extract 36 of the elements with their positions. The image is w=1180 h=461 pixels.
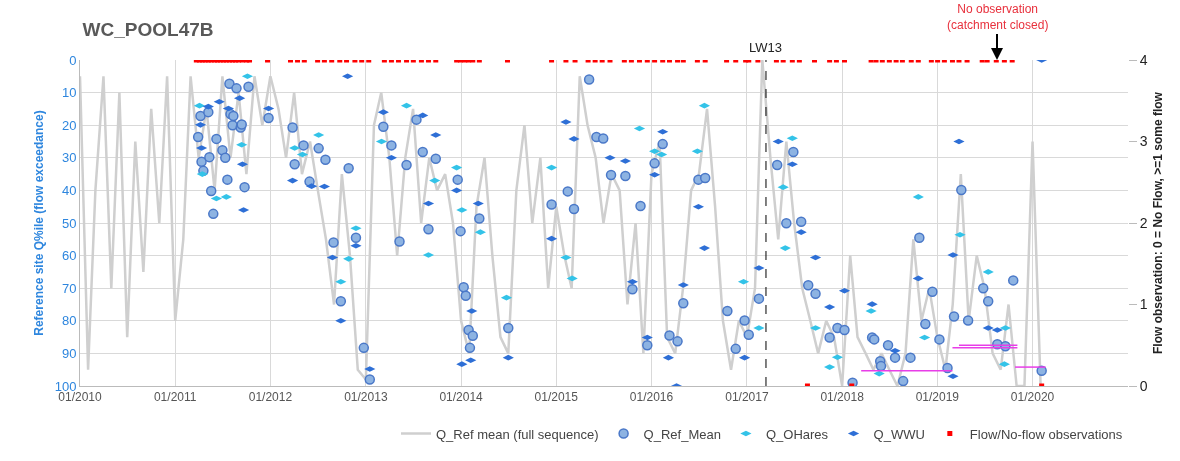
x-tick-label: 01/2011 xyxy=(153,390,197,405)
x-tick-label: 01/2017 xyxy=(725,390,769,405)
x-tick-label: 01/2013 xyxy=(344,390,388,405)
y-tick-label: 70 xyxy=(61,280,77,296)
y-tick-label: 20 xyxy=(61,117,77,133)
x-tick-label: 01/2018 xyxy=(820,390,865,405)
legend-label: Q_Ref_Mean xyxy=(643,426,721,442)
y2-tick-label: 3 xyxy=(1139,133,1148,150)
y-axis-title: Reference site Q%ile (flow exceedance) xyxy=(32,110,46,336)
legend-label: Q_OHares xyxy=(765,426,829,442)
y2-tick-label: 2 xyxy=(1139,214,1148,231)
y-tick-label: 0 xyxy=(69,52,77,68)
x-tick-label: 01/2010 xyxy=(58,390,103,405)
y-tick-label: 90 xyxy=(61,345,77,361)
y-tick-label: 30 xyxy=(61,150,77,166)
y-tick-label: 80 xyxy=(61,313,77,329)
legend-label: Q_Ref mean (full sequence) xyxy=(436,426,599,442)
y2-tick-label: 0 xyxy=(1139,377,1148,394)
y2-tick-label: 1 xyxy=(1139,296,1148,313)
y2-tick-label: 4 xyxy=(1139,51,1148,68)
x-tick-label: 01/2014 xyxy=(439,390,484,405)
x-tick-label: 01/2020 xyxy=(1010,390,1055,405)
x-tick-label: 01/2015 xyxy=(534,390,579,405)
chart-title: WC_POOL47B xyxy=(82,19,214,41)
text: No observation (catchment closed) xyxy=(947,2,1049,32)
y2-axis-title: Flow observation: 0 = No Flow, >=1 some flow xyxy=(1150,91,1165,354)
ref-line-label: LW13 xyxy=(749,40,782,55)
y-tick-label: 60 xyxy=(61,248,77,264)
y-tick-label: 10 xyxy=(61,85,77,101)
y-tick-label: 40 xyxy=(61,182,77,198)
x-tick-label: 01/2019 xyxy=(915,390,960,405)
legend-label: Flow/No-flow observations xyxy=(969,426,1123,442)
y-tick-label: 50 xyxy=(61,215,77,231)
legend-label: Q_WWU xyxy=(873,426,925,442)
x-tick-label: 01/2012 xyxy=(248,390,293,405)
x-tick-label: 01/2016 xyxy=(629,390,674,405)
